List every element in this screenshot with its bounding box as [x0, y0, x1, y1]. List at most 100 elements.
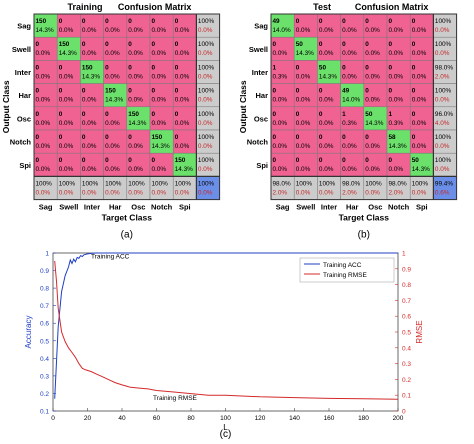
cm-col-summary-percent: 0.0%: [319, 189, 334, 196]
cm-cell-percent: 0.0%: [128, 97, 143, 104]
cm-cell-value: 0: [389, 88, 393, 95]
cm-row-summary-value: 98.0%: [435, 64, 453, 71]
cm-cell-percent: 0.0%: [296, 97, 311, 104]
cm-row-summary-value: 100%: [198, 41, 215, 48]
cm-cell-value: 0: [319, 111, 323, 118]
cm-cell-percent: 0.0%: [175, 143, 190, 150]
cm-cell-value: 0: [82, 41, 86, 48]
cm-cell-value: 0: [82, 18, 86, 25]
cm-cell-value: 49: [342, 88, 350, 95]
cm-cell-percent: 0.0%: [36, 50, 51, 57]
cm-row-summary-value: 96.0%: [435, 111, 453, 118]
cm-cell-percent: 14.3%: [82, 73, 100, 80]
cm-cell-percent: 0.0%: [59, 166, 74, 173]
cm-cell-percent: 0.0%: [128, 50, 143, 57]
y2-tick-label: 0.2: [402, 377, 411, 384]
cm-cell-percent: 0.0%: [105, 50, 120, 57]
cm-cell-value: 0: [365, 134, 369, 141]
y2-tick-label: 0.5: [402, 330, 411, 337]
cm-caption: (b): [358, 230, 370, 241]
cm-cell-percent: 0.0%: [59, 143, 74, 150]
cm-cell-percent: 0.0%: [412, 143, 427, 150]
cm-cell-percent: 0.0%: [175, 120, 190, 127]
cm-row-summary-value: 100%: [435, 157, 452, 164]
cm-xlabel: Target Class: [339, 213, 390, 223]
cm-title-left: Training: [68, 2, 103, 12]
cm-row-summary-value: 100%: [198, 157, 215, 164]
cm-col-summary-percent: 2.0%: [273, 189, 288, 196]
cm-cell-value: 0: [175, 88, 179, 95]
cm-row-summary-value: 100%: [435, 88, 452, 95]
cm-col-summary-value: 100%: [296, 180, 313, 187]
cm-cell-percent: 0.0%: [105, 143, 120, 150]
cm-cell-percent: 14.3%: [175, 166, 193, 173]
y-tick-label: 0.1: [40, 409, 49, 416]
cm-col-label: Notch: [151, 203, 173, 212]
cm-cell-value: 0: [296, 134, 300, 141]
cm-cell-percent: 0.0%: [152, 27, 167, 34]
x-tick-label: 100: [220, 415, 231, 422]
cm-col-summary-value: 100%: [152, 180, 169, 187]
cm-cell-percent: 14.3%: [59, 50, 77, 57]
cm-cell-percent: 0.0%: [128, 166, 143, 173]
cm-cell-value: 0: [128, 88, 132, 95]
cm-cell-percent: 0.0%: [82, 120, 97, 127]
cm-cell-percent: 0.0%: [273, 120, 288, 127]
cm-cell-percent: 0.0%: [296, 73, 311, 80]
x-axis-label: L: [223, 423, 228, 432]
cm-cell-percent: 0.0%: [36, 143, 51, 150]
cm-col-label: Notch: [388, 203, 410, 212]
cm-cell-percent: 0.0%: [365, 143, 380, 150]
chart-caption: (c): [220, 429, 232, 440]
cm-cell-percent: 0.0%: [296, 27, 311, 34]
cm-row-label: Notch: [247, 138, 269, 147]
cm-ylabel: Output Class: [1, 80, 11, 133]
cm-cell-value: 0: [365, 18, 369, 25]
cm-col-summary-value: 100%: [365, 180, 382, 187]
cm-cell-value: 0: [389, 157, 393, 164]
cm-cell-value: 0: [105, 134, 109, 141]
cm-border: [33, 13, 221, 201]
cm-cell-percent: 0.0%: [105, 166, 120, 173]
cm-cell-percent: 0.0%: [319, 50, 334, 57]
cm-total-percent: 0.6%: [435, 189, 450, 196]
cm-row-label: Inter: [15, 68, 31, 77]
series-line-training-acc: [54, 252, 398, 399]
cm-cell-percent: 0.0%: [82, 50, 97, 57]
cm-cell-percent: 0.0%: [152, 73, 167, 80]
cm-col-label: Spi: [179, 203, 191, 212]
cm-cell-value: 0: [296, 18, 300, 25]
cm-cell-percent: 0.0%: [342, 166, 357, 173]
cm-cell-value: 150: [128, 111, 139, 118]
cm-cell-percent: 14.0%: [342, 97, 360, 104]
cm-cell-value: 0: [412, 64, 416, 71]
y-tick-label: 0.2: [40, 391, 49, 398]
cm-col-label: Swell: [296, 203, 315, 212]
cm-cell-percent: 0.0%: [365, 50, 380, 57]
cm-cell-value: 0: [273, 88, 277, 95]
annotation-training-acc: Training ACC: [91, 253, 130, 260]
cm-col-summary-percent: 0.0%: [365, 189, 380, 196]
cm-cell-percent: 14.3%: [296, 50, 314, 57]
cm-row-label: Notch: [10, 138, 32, 147]
cm-cell-value: 1: [273, 64, 277, 71]
cm-col-summary-value: 100%: [105, 180, 122, 187]
cm-cell-percent: 0.0%: [152, 50, 167, 57]
cm-col-label: Har: [346, 203, 359, 212]
cm-cell-value: 0: [59, 111, 63, 118]
cm-cell-value: 0: [105, 64, 109, 71]
cm-total-percent: 0.0%: [198, 189, 213, 196]
test-confusion-matrix: Test Confusion Matrix4914.0%00.0%00.0%00.…: [238, 2, 458, 241]
cm-cell-value: 0: [152, 111, 156, 118]
legend-box: [299, 257, 395, 283]
cm-cell-percent: 0.0%: [59, 27, 74, 34]
cm-cell-value: 0: [342, 18, 346, 25]
cm-cell-percent: 0.3%: [389, 120, 404, 127]
cm-cell-value: 0: [296, 88, 300, 95]
cm-row-label: Inter: [252, 68, 268, 77]
cm-cell-value: 0: [365, 157, 369, 164]
x-tick-label: 140: [289, 415, 300, 422]
y-tick-label: 0.6: [40, 321, 49, 328]
cm-cell-value: 0: [152, 88, 156, 95]
cm-cell-value: 150: [59, 41, 70, 48]
